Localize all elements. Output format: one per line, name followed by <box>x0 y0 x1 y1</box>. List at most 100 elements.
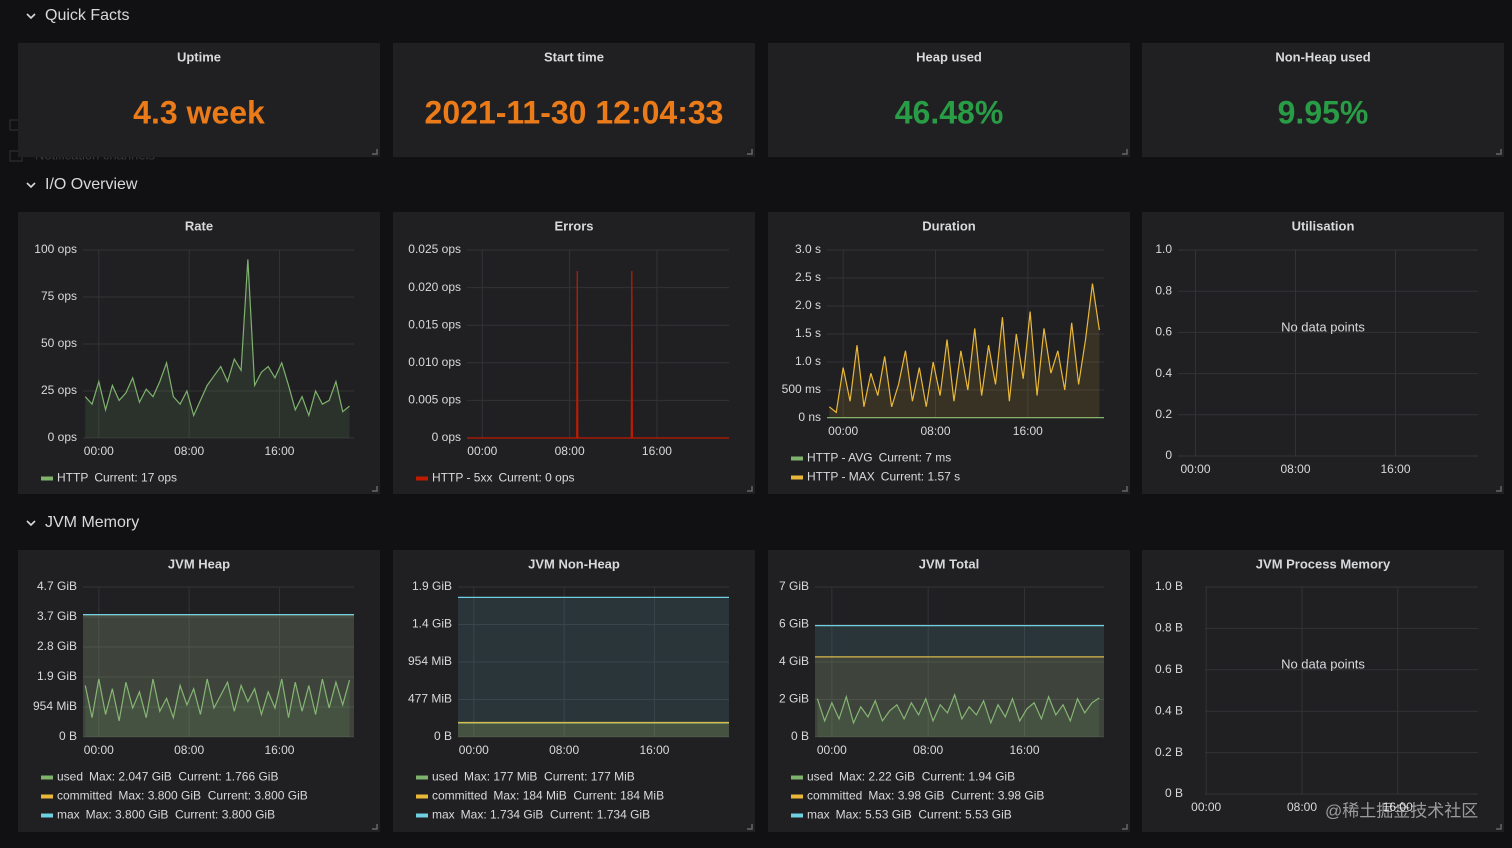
panel-title: Non-Heap used <box>1275 49 1370 64</box>
panel-title: Start time <box>544 49 604 64</box>
x-tick-label: 00:00 <box>467 444 497 458</box>
y-tick-label: 1.4 GiB <box>412 617 452 631</box>
x-tick-label: 16:00 <box>639 743 669 757</box>
series-area <box>458 723 729 737</box>
resize-handle <box>372 149 378 155</box>
panel <box>768 550 1130 832</box>
series-area <box>458 722 729 737</box>
y-tick-label: 477 MiB <box>408 692 452 706</box>
resize-handle <box>747 824 753 830</box>
x-tick-label: 16:00 <box>1380 462 1410 476</box>
stat-value: 9.95% <box>1278 94 1369 130</box>
y-tick-label: 0.4 <box>1155 366 1172 380</box>
legend-swatch <box>416 476 428 481</box>
row-title[interactable]: Quick Facts <box>45 7 129 24</box>
x-tick-label: 08:00 <box>1287 800 1317 814</box>
panel-title: Errors <box>554 218 593 233</box>
series-line <box>467 271 729 439</box>
x-tick-label: 08:00 <box>913 743 943 757</box>
y-tick-label: 0.2 <box>1155 407 1172 421</box>
x-tick-label: 08:00 <box>174 743 204 757</box>
y-tick-label: 0.020 ops <box>408 280 461 294</box>
series-line <box>84 678 351 722</box>
y-tick-label: 2 GiB <box>779 692 809 706</box>
row-title[interactable]: JVM Memory <box>45 514 139 531</box>
legend-name: used <box>57 770 83 784</box>
y-tick-label: 1.5 s <box>795 326 821 340</box>
y-tick-label: 0 B <box>59 729 77 743</box>
legend-stats: Current: 1.57 s <box>881 470 960 484</box>
legend-name: used <box>432 770 458 784</box>
legend-swatch <box>41 476 53 481</box>
stat-value: 46.48% <box>895 94 1004 130</box>
y-tick-label: 100 ops <box>34 242 77 256</box>
y-tick-label: 2.0 s <box>795 298 821 312</box>
x-tick-label: 00:00 <box>84 743 114 757</box>
row-chevron[interactable] <box>26 520 36 527</box>
panel-title: JVM Total <box>919 556 979 571</box>
panel-title: Duration <box>922 218 976 233</box>
x-tick-label: 08:00 <box>174 444 204 458</box>
legend-stats: Max: 2.047 GiB Current: 1.766 GiB <box>89 770 278 784</box>
legend-stats: Max: 3.800 GiB Current: 3.800 GiB <box>86 808 275 822</box>
series-area <box>83 614 354 737</box>
series-area <box>815 656 1104 737</box>
series-line <box>816 692 1100 725</box>
y-tick-label: 0.8 <box>1155 283 1172 297</box>
legend-name: committed <box>807 789 862 803</box>
y-tick-label: 0 B <box>791 729 809 743</box>
row-chevron[interactable] <box>26 13 36 20</box>
legend-swatch <box>791 794 803 799</box>
series-area <box>83 614 354 737</box>
x-tick-label: 08:00 <box>549 743 579 757</box>
y-tick-label: 954 MiB <box>408 654 452 668</box>
watermark: @稀土掘金技术社区 <box>1325 801 1478 820</box>
y-tick-label: 4 GiB <box>779 654 809 668</box>
resize-handle <box>1122 824 1128 830</box>
legend-stats: Max: 1.734 GiB Current: 1.734 GiB <box>461 808 650 822</box>
x-tick-label: 00:00 <box>1180 462 1210 476</box>
legend-swatch <box>41 813 53 818</box>
resize-handle <box>1496 824 1502 830</box>
y-tick-label: 0 ops <box>48 430 77 444</box>
x-tick-label: 16:00 <box>1383 800 1413 814</box>
panel-title: Utilisation <box>1292 218 1355 233</box>
no-data: No data points <box>1281 656 1365 671</box>
x-tick-label: 08:00 <box>555 444 585 458</box>
resize-handle <box>1122 149 1128 155</box>
legend-swatch <box>416 775 428 780</box>
row-title[interactable]: I/O Overview <box>45 176 138 193</box>
series-line <box>84 259 350 418</box>
legend-name: HTTP <box>57 471 88 485</box>
panel <box>18 43 380 157</box>
y-tick-label: 0 ns <box>798 410 821 424</box>
legend-swatch <box>791 475 803 480</box>
series-area <box>85 679 350 737</box>
row-chevron[interactable] <box>26 182 36 189</box>
legend-swatch <box>791 813 803 818</box>
resize-handle <box>1122 486 1128 492</box>
series-line <box>828 283 1100 414</box>
y-tick-label: 0.025 ops <box>408 242 461 256</box>
panel <box>393 43 755 157</box>
panel <box>1142 550 1504 832</box>
legend-swatch <box>41 775 53 780</box>
legend-name: HTTP - AVG <box>807 451 873 465</box>
panel <box>1142 43 1504 157</box>
x-tick-label: 08:00 <box>920 424 950 438</box>
series-area <box>829 283 1100 418</box>
x-tick-label: 00:00 <box>84 444 114 458</box>
panel-title: JVM Process Memory <box>1256 556 1391 571</box>
x-tick-label: 16:00 <box>264 743 294 757</box>
legend-name: committed <box>432 789 487 803</box>
series-area <box>85 259 350 438</box>
legend-stats: Max: 3.98 GiB Current: 3.98 GiB <box>868 789 1044 803</box>
legend-stats: Current: 0 ops <box>498 471 574 485</box>
panel <box>393 212 755 494</box>
legend-swatch <box>791 456 803 461</box>
y-tick-label: 0 <box>1165 448 1172 462</box>
series-area <box>458 597 729 737</box>
x-tick-label: 00:00 <box>459 743 489 757</box>
